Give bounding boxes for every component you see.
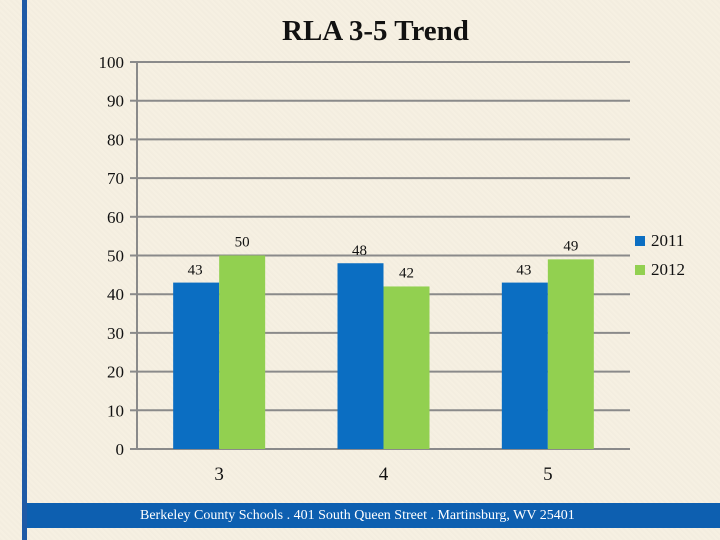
bar-2012-grade-3	[219, 255, 266, 449]
legend: 2011 2012	[635, 226, 685, 284]
legend-label-2012: 2012	[651, 259, 685, 279]
bar-2012-grade-4	[383, 286, 430, 449]
y-tick-label-10: 10	[107, 401, 124, 420]
legend-label-2011: 2011	[651, 230, 685, 250]
data-label-2012-grade-3: 50	[235, 235, 250, 251]
y-tick-label-50: 50	[107, 247, 124, 266]
bar-2011-grade-5	[501, 282, 548, 449]
y-tick-label-90: 90	[107, 92, 124, 111]
data-label-2011-grade-3: 43	[188, 263, 203, 279]
y-tick-label-30: 30	[107, 324, 124, 343]
bar-2011-grade-3	[173, 282, 220, 449]
y-tick-label-70: 70	[107, 169, 124, 188]
data-label-2011-grade-4: 48	[352, 243, 367, 259]
bar-2011-grade-4	[337, 263, 384, 449]
data-label-2012-grade-4: 42	[399, 265, 414, 281]
legend-swatch-2012	[635, 264, 645, 275]
y-tick-label-0: 0	[116, 440, 125, 459]
data-label-2011-grade-5: 43	[516, 263, 531, 279]
y-tick-label-40: 40	[107, 285, 124, 304]
x-tick-label-3: 3	[214, 464, 224, 485]
bar-2012-grade-5	[547, 259, 594, 449]
x-tick-label-4: 4	[379, 464, 389, 485]
left-accent-bar	[22, 0, 27, 540]
footer-bar	[27, 503, 720, 528]
y-tick-label-20: 20	[107, 363, 124, 382]
y-tick-label-60: 60	[107, 208, 124, 227]
x-tick-label-5: 5	[543, 464, 553, 485]
chart-title: RLA 3-5 Trend	[282, 15, 469, 47]
data-label-2012-grade-5: 49	[563, 238, 578, 254]
y-tick-label-80: 80	[107, 130, 124, 149]
footer-address: Berkeley County Schools . 401 South Quee…	[140, 508, 575, 523]
legend-item-2012: 2012	[635, 255, 685, 284]
legend-swatch-2011	[635, 235, 645, 246]
legend-item-2011: 2011	[635, 226, 685, 255]
y-tick-label-100: 100	[99, 53, 125, 72]
